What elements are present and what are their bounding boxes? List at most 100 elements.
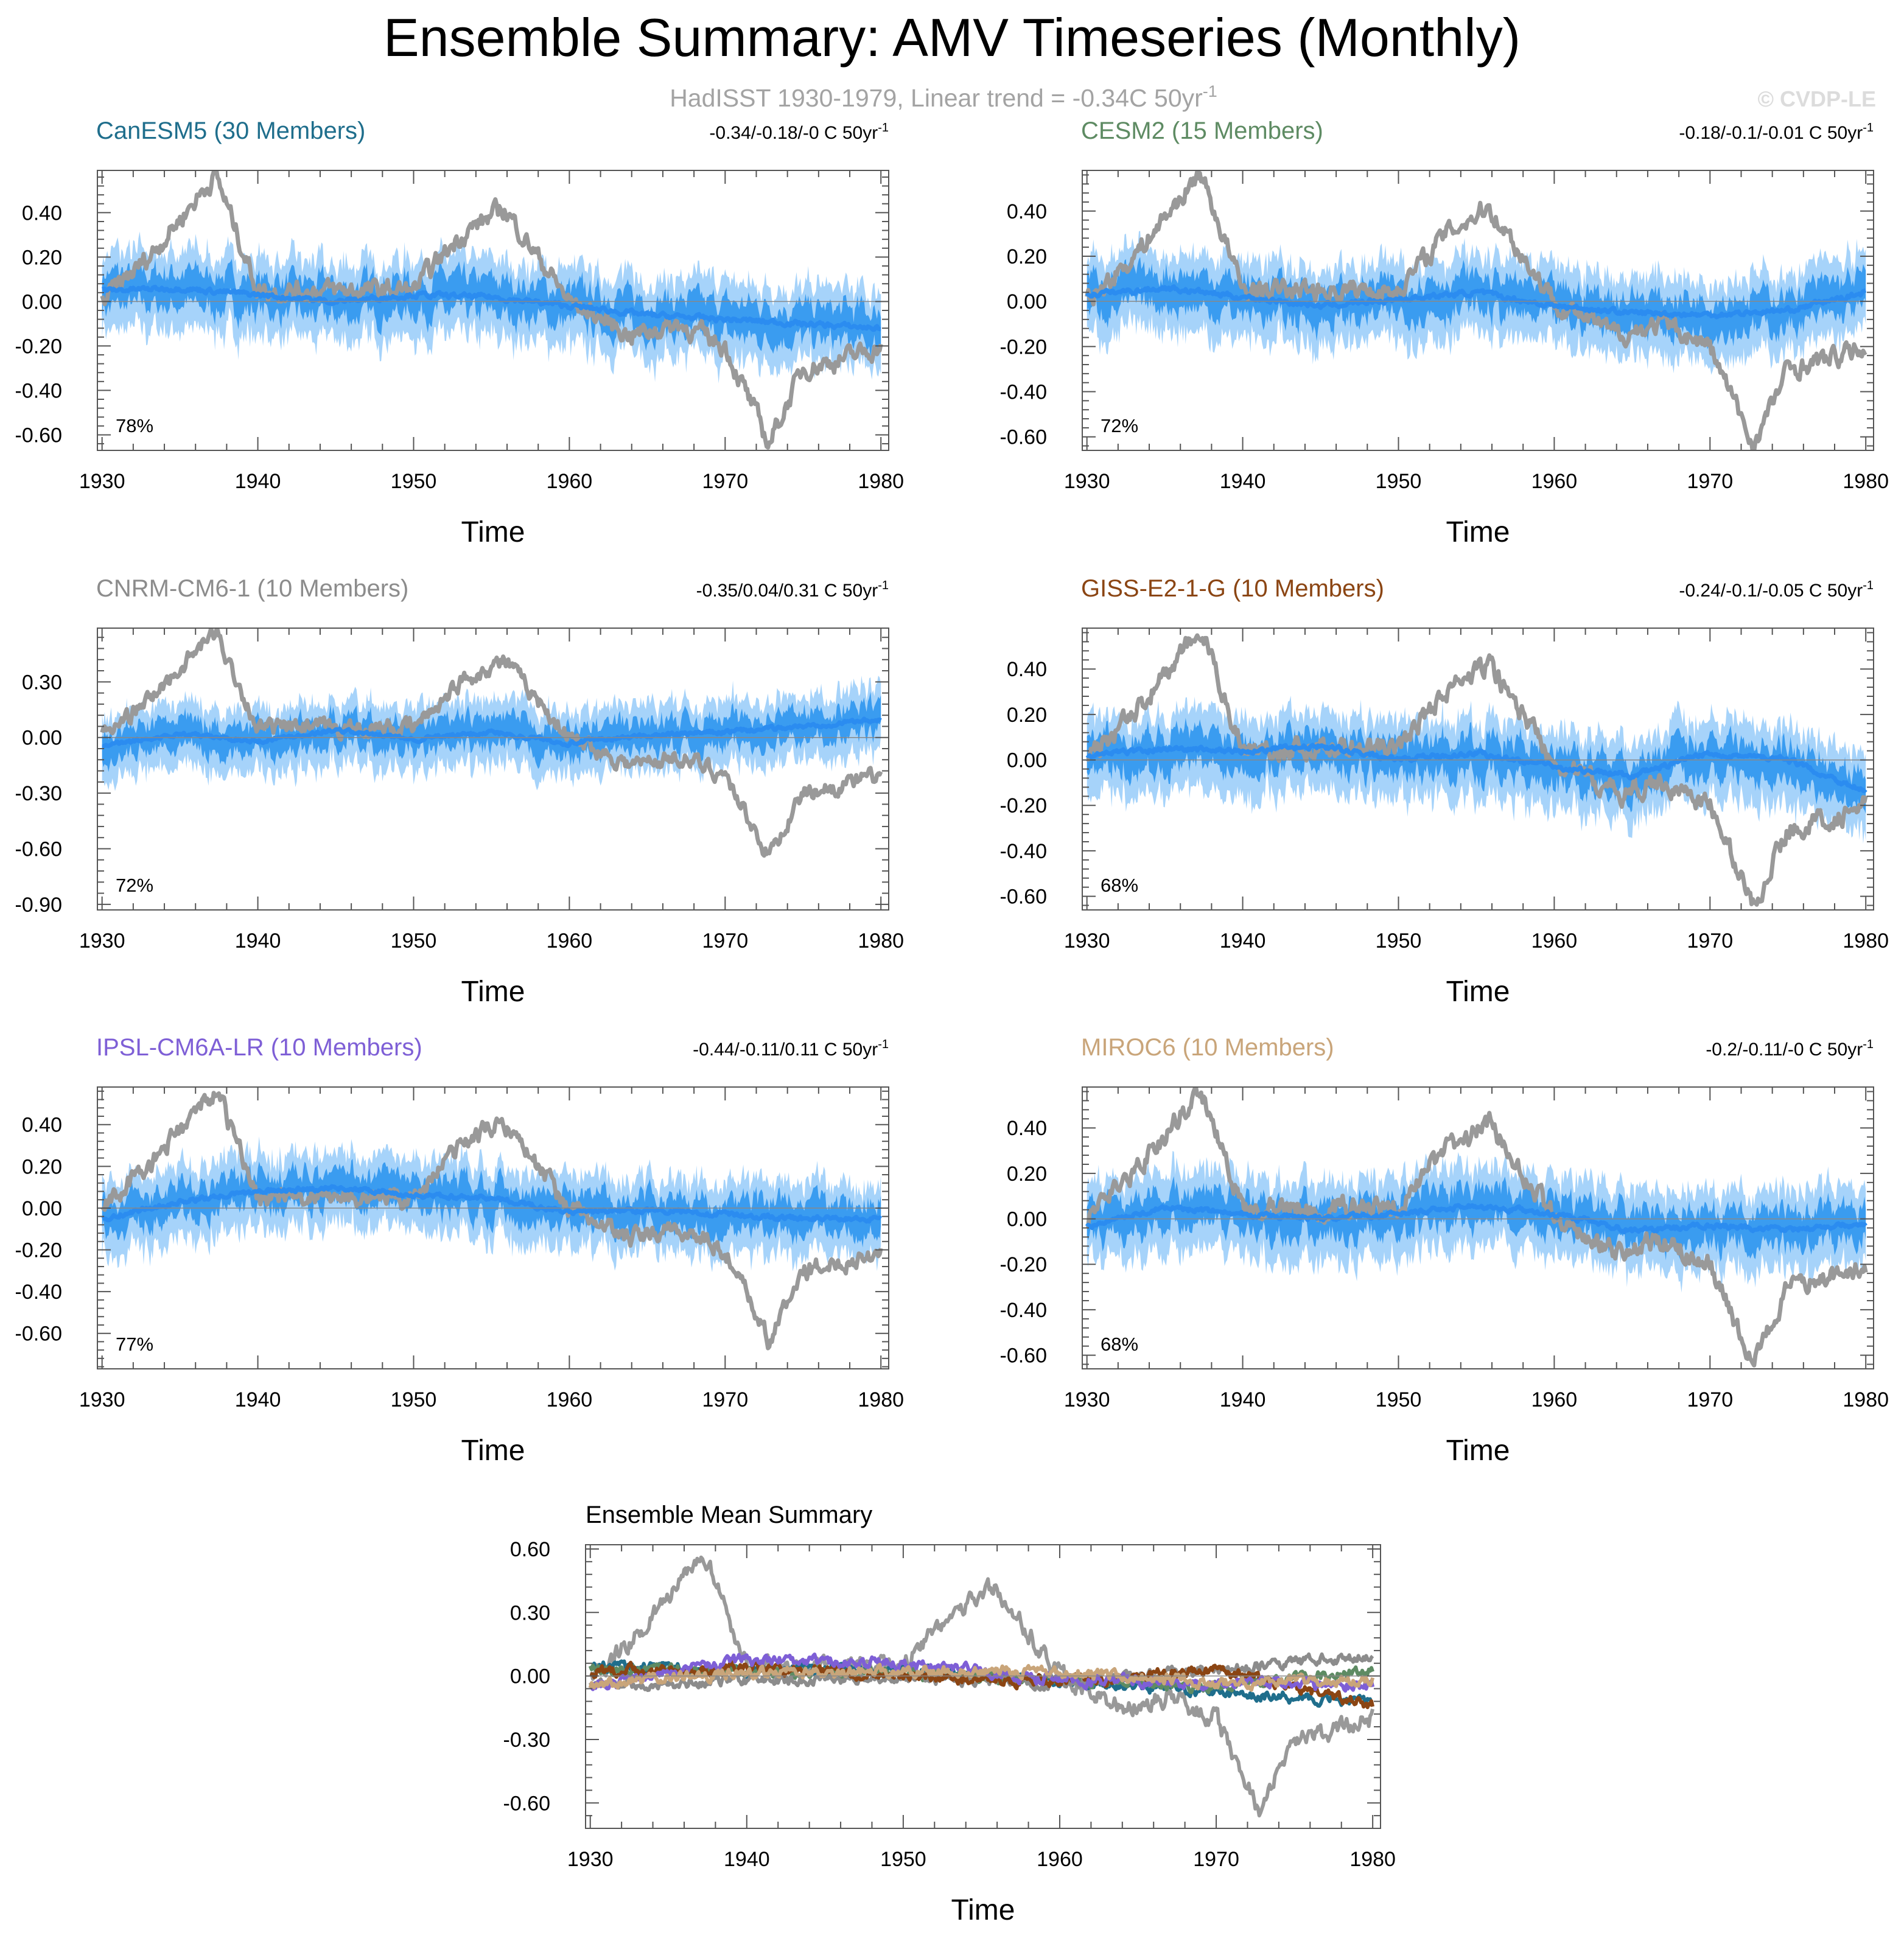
summary-series-6: [588, 1663, 1375, 1692]
x-tick-label: 1940: [1220, 470, 1266, 493]
pct-label: 72%: [116, 875, 153, 896]
x-tick-label: 1950: [391, 1388, 437, 1411]
x-tick-label: 1950: [391, 470, 437, 493]
x-tick-label: 1960: [1531, 470, 1578, 493]
trend-annotation: -0.2/-0.11/-0 C 50yr-1: [1706, 1038, 1874, 1060]
y-tick-label: -0.40: [1000, 1299, 1048, 1322]
y-tick-label: 0.40: [22, 1114, 62, 1137]
x-tick-label: 1960: [547, 470, 593, 493]
observed-line: [1085, 170, 1867, 450]
pct-label: 77%: [116, 1334, 153, 1355]
x-tick-label: 1970: [1687, 929, 1733, 953]
panel-title: CNRM-CM6-1 (10 Members): [96, 575, 408, 602]
x-tick-label: 1980: [1843, 470, 1889, 493]
trend-text: -0.24/-0.1/-0.05 C 50yr: [1679, 581, 1863, 601]
x-tick-label: 1970: [1687, 1388, 1733, 1411]
x-tick-label: 1940: [235, 470, 281, 493]
plot-area: [97, 628, 889, 858]
y-tick-label: -0.20: [15, 335, 63, 358]
ensemble-mean-line: [1085, 743, 1867, 793]
panel-6: 1930 1940 1950 1960 1970 1980 -0.60 -0.30 0.00 0.…: [503, 1502, 1396, 1926]
x-tick-label: 1930: [79, 1388, 125, 1411]
y-tick-label: -0.20: [1000, 335, 1048, 358]
y-tick-label: 0.00: [22, 1197, 62, 1220]
pct-label: 78%: [116, 415, 153, 436]
trend-annotation: -0.44/-0.11/0.11 C 50yr-1: [693, 1038, 889, 1060]
trend-annotation: -0.18/-0.1/-0.01 C 50yr-1: [1679, 121, 1874, 143]
y-tick-label: -0.60: [1000, 886, 1048, 909]
y-tick-label: 0.20: [1007, 704, 1047, 727]
x-tick-label: 1940: [235, 1388, 281, 1411]
x-tick-label: 1950: [391, 929, 437, 953]
plot-area: [1082, 1087, 1874, 1368]
panel-title: IPSL-CM6A-LR (10 Members): [96, 1034, 422, 1061]
figure-subtitle: HadISST 1930-1979, Linear trend = -0.34C…: [670, 82, 1217, 112]
x-tick-label: 1980: [858, 929, 904, 953]
y-tick-label: 0.30: [22, 671, 62, 694]
y-tick-label: -0.40: [15, 379, 63, 402]
y-tick-label: 0.00: [22, 727, 62, 750]
subtitle-superscript: -1: [1203, 82, 1217, 100]
pct-label: 68%: [1101, 1334, 1138, 1355]
trend-superscript: -1: [878, 579, 889, 592]
x-tick-label: 1970: [702, 1388, 748, 1411]
summary-series-0: [589, 1555, 1375, 1818]
panel-title: GISS-E2-1-G (10 Members): [1081, 575, 1384, 602]
observed-line: [100, 628, 883, 858]
y-tick-label: -0.20: [1000, 794, 1048, 817]
x-tick-label: 1970: [1193, 1848, 1239, 1871]
x-axis-title: Time: [1446, 516, 1510, 548]
y-tick-label: -0.60: [1000, 426, 1048, 449]
ensemble-mean-line: [101, 1184, 883, 1224]
spread-band-inner: [1087, 718, 1866, 814]
plot-frame: [97, 628, 889, 911]
panel-title: Ensemble Mean Summary: [586, 1502, 872, 1528]
y-tick-label: 0.20: [1007, 1163, 1047, 1186]
x-tick-label: 1930: [1064, 1388, 1110, 1411]
x-axis-title: Time: [461, 1435, 525, 1467]
observed-line: [100, 1091, 883, 1351]
watermark-text: © CVDP-LE: [1757, 86, 1876, 111]
panel-5: 1930 1940 1950 1960 1970 1980 -0.60 -0.40 -0.20 0…: [1000, 1034, 1889, 1467]
ensemble-mean-line: [1085, 1203, 1867, 1234]
trend-superscript: -1: [878, 121, 889, 135]
trend-text: -0.35/0.04/0.31 C 50yr: [696, 581, 878, 601]
y-tick-label: 0.40: [22, 201, 62, 225]
trend-text: -0.34/-0.18/-0 C 50yr: [709, 123, 878, 143]
plot-area: [586, 1555, 1381, 1818]
panel-4: 1930 1940 1950 1960 1970 1980 -0.60 -0.40 -0.20 0…: [15, 1034, 905, 1467]
x-axis-title: Time: [1446, 976, 1510, 1008]
x-tick-label: 1960: [1037, 1848, 1083, 1871]
plot-area: [97, 170, 889, 450]
x-axis-title: Time: [461, 976, 525, 1008]
y-tick-label: 0.00: [1007, 749, 1047, 772]
trend-text: -0.18/-0.1/-0.01 C 50yr: [1679, 123, 1863, 143]
pct-label: 72%: [1101, 415, 1138, 436]
trend-superscript: -1: [1863, 121, 1874, 135]
ensemble-mean-line: [101, 716, 882, 749]
x-axis-title: Time: [461, 516, 525, 548]
spread-band-outer: [102, 231, 881, 383]
x-tick-label: 1980: [1349, 1848, 1396, 1871]
plot-area: [1082, 170, 1874, 450]
spread-band-outer: [1087, 231, 1866, 375]
y-tick-label: -0.60: [1000, 1344, 1048, 1368]
plot-frame: [585, 1544, 1381, 1829]
x-tick-label: 1940: [724, 1848, 770, 1871]
subtitle-main-text: HadISST 1930-1979, Linear trend = -0.34C…: [670, 84, 1203, 112]
y-tick-label: 0.00: [1007, 1208, 1047, 1231]
y-tick-label: 0.00: [22, 290, 62, 313]
panel-1: 1930 1940 1950 1960 1970 1980 -0.60 -0.40 -0.20 0…: [1000, 117, 1889, 548]
x-tick-label: 1940: [1220, 1388, 1266, 1411]
y-tick-label: -0.20: [1000, 1253, 1048, 1276]
x-tick-label: 1950: [1376, 1388, 1422, 1411]
x-tick-label: 1940: [235, 929, 281, 953]
y-tick-label: -0.30: [503, 1729, 551, 1752]
y-tick-label: -0.40: [1000, 381, 1048, 404]
y-tick-label: 0.60: [510, 1538, 550, 1561]
x-tick-label: 1930: [1064, 470, 1110, 493]
x-tick-label: 1980: [1843, 929, 1889, 953]
x-tick-label: 1950: [1376, 470, 1422, 493]
observed-line: [1086, 633, 1868, 907]
x-tick-label: 1930: [79, 929, 125, 953]
